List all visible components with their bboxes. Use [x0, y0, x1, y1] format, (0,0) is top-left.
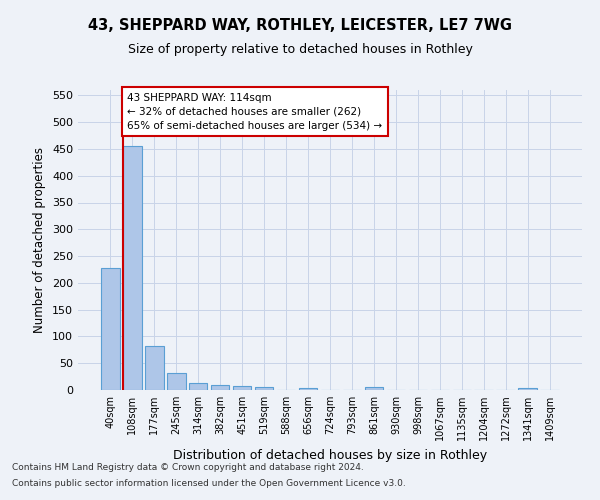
Bar: [123, 146, 142, 390]
Bar: [167, 373, 185, 390]
Bar: [233, 386, 251, 390]
Text: Contains public sector information licensed under the Open Government Licence v3: Contains public sector information licen…: [12, 478, 406, 488]
Bar: [101, 268, 119, 390]
X-axis label: Distribution of detached houses by size in Rothley: Distribution of detached houses by size …: [173, 449, 487, 462]
Y-axis label: Number of detached properties: Number of detached properties: [34, 147, 46, 333]
Bar: [518, 388, 537, 390]
Bar: [255, 388, 274, 390]
Bar: [145, 346, 164, 390]
Bar: [189, 383, 208, 390]
Bar: [365, 388, 383, 390]
Text: 43, SHEPPARD WAY, ROTHLEY, LEICESTER, LE7 7WG: 43, SHEPPARD WAY, ROTHLEY, LEICESTER, LE…: [88, 18, 512, 32]
Bar: [211, 384, 229, 390]
Bar: [299, 388, 317, 390]
Text: Contains HM Land Registry data © Crown copyright and database right 2024.: Contains HM Land Registry data © Crown c…: [12, 464, 364, 472]
Text: 43 SHEPPARD WAY: 114sqm
← 32% of detached houses are smaller (262)
65% of semi-d: 43 SHEPPARD WAY: 114sqm ← 32% of detache…: [127, 92, 382, 130]
Text: Size of property relative to detached houses in Rothley: Size of property relative to detached ho…: [128, 42, 472, 56]
